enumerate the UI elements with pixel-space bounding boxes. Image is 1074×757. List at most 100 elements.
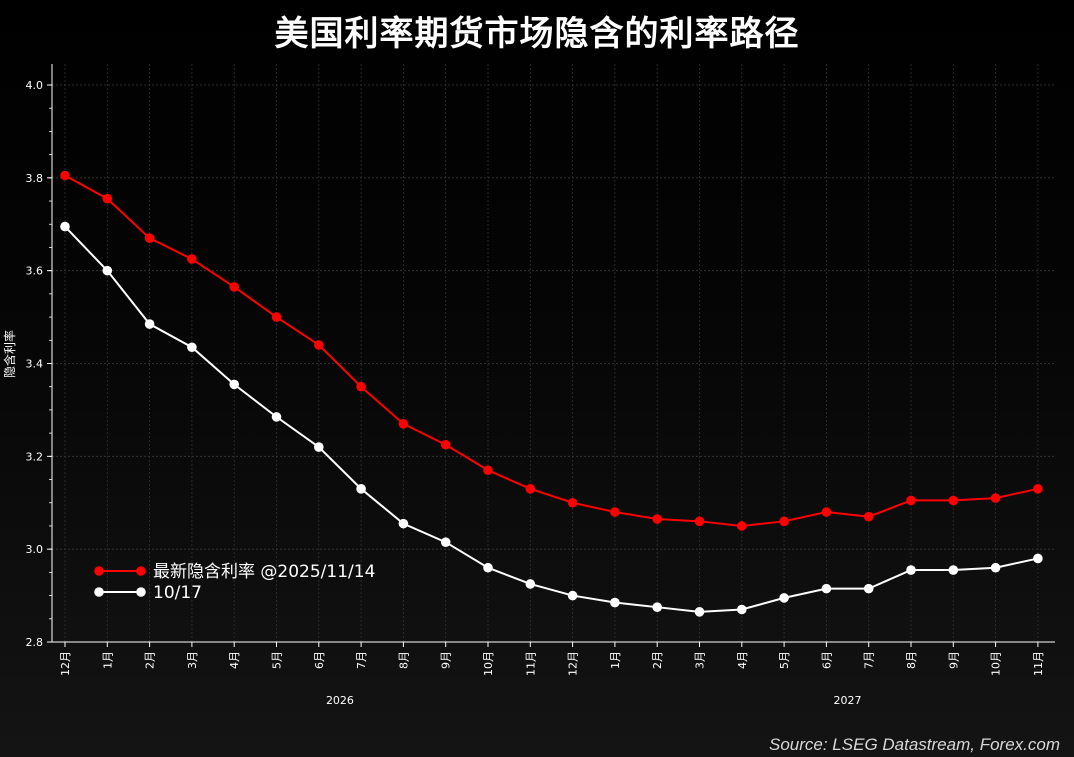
data-point xyxy=(356,381,366,392)
legend-marker xyxy=(136,566,146,576)
year-label: 2027 xyxy=(834,694,862,707)
series-line xyxy=(64,174,1039,527)
data-point xyxy=(314,340,324,350)
x-tick-label: 12月 xyxy=(59,651,72,676)
data-point xyxy=(483,465,493,476)
x-tick-label: 8月 xyxy=(905,651,918,669)
series-line xyxy=(64,225,1039,613)
data-point xyxy=(610,597,620,608)
x-tick-label: 11月 xyxy=(1032,651,1045,676)
x-tick-label: 4月 xyxy=(228,651,241,669)
data-point xyxy=(652,602,662,612)
data-point xyxy=(440,439,451,450)
legend-marker xyxy=(94,587,104,597)
x-tick-label: 5月 xyxy=(271,651,284,669)
legend-marker xyxy=(136,587,146,597)
x-tick-label: 5月 xyxy=(778,651,791,669)
data-point xyxy=(1033,553,1043,564)
data-point xyxy=(144,233,155,243)
data-point xyxy=(102,193,113,204)
y-tick-label: 2.8 xyxy=(26,636,44,649)
data-point xyxy=(102,265,113,276)
data-point xyxy=(229,282,239,292)
data-point xyxy=(525,484,536,494)
x-tick-label: 11月 xyxy=(524,651,537,676)
data-point xyxy=(398,419,409,429)
x-tick-label: 1月 xyxy=(101,651,114,669)
data-point xyxy=(440,537,451,548)
data-point xyxy=(567,497,578,508)
axes xyxy=(51,64,1055,643)
data-point xyxy=(60,170,70,181)
data-point xyxy=(1033,484,1043,494)
y-ticks: 2.8 3.0 3.2 3.4 3.6 3.8 4.0 xyxy=(26,79,52,649)
x-tick-label: 3月 xyxy=(694,651,707,669)
data-point xyxy=(737,604,747,615)
data-point xyxy=(906,565,916,575)
data-point xyxy=(737,521,747,531)
y-axis-label: 隐含利率 xyxy=(2,330,17,378)
x-tick-label: 10月 xyxy=(990,651,1003,676)
x-tick-label: 1月 xyxy=(609,651,622,669)
y-tick-label: 3.2 xyxy=(26,450,44,463)
data-point xyxy=(906,495,916,506)
data-point xyxy=(60,221,70,232)
data-point xyxy=(356,484,366,494)
data-point xyxy=(187,342,197,353)
data-point xyxy=(314,442,324,452)
data-point xyxy=(990,562,1001,573)
x-tick-label: 7月 xyxy=(355,651,368,669)
data-point xyxy=(610,507,620,517)
chart-title: 美国利率期货市场隐含的利率路径 xyxy=(274,14,800,54)
legend-marker xyxy=(94,566,104,576)
data-point xyxy=(948,565,959,575)
series-1 xyxy=(60,221,1043,617)
x-tick-label: 6月 xyxy=(820,651,833,669)
data-point xyxy=(779,593,789,603)
year-label: 2026 xyxy=(326,694,354,707)
y-tick-label: 3.6 xyxy=(26,265,44,278)
x-tick-label: 9月 xyxy=(440,651,453,669)
data-point xyxy=(271,312,282,322)
x-tick-label: 7月 xyxy=(863,651,876,669)
data-point xyxy=(779,516,789,527)
data-point xyxy=(525,579,536,589)
data-point xyxy=(948,495,959,506)
data-point xyxy=(567,590,578,601)
x-tick-label: 6月 xyxy=(313,651,326,669)
y-tick-label: 3.4 xyxy=(26,358,44,371)
y-tick-label: 3.8 xyxy=(26,172,44,185)
x-tick-label: 3月 xyxy=(186,651,199,669)
source-note: Source: LSEG Datastream, Forex.com xyxy=(769,735,1060,754)
data-point xyxy=(694,516,705,527)
x-ticks: 12月 1月 2月 3月 4月 5月 6月 7月 8月 9月 10月 11月 12月 1月 2月 3月 4月 5月… xyxy=(59,642,1045,676)
data-point xyxy=(483,562,493,573)
legend-label: 10/17 xyxy=(153,583,202,603)
x-tick-label: 2月 xyxy=(651,651,664,669)
legend-label: 最新隐含利率 @2025/11/14 xyxy=(153,562,375,582)
data-point xyxy=(271,412,282,422)
grid-lines xyxy=(52,64,1055,643)
data-point xyxy=(652,514,662,524)
y-tick-label: 4.0 xyxy=(26,79,44,92)
data-point xyxy=(144,319,155,329)
data-point xyxy=(863,583,874,594)
data-point xyxy=(990,493,1001,503)
data-point xyxy=(863,511,874,522)
data-point xyxy=(187,254,197,264)
legend-item: 最新隐含利率 @2025/11/14 xyxy=(94,562,375,582)
x-tick-label: 8月 xyxy=(397,651,410,669)
data-point xyxy=(398,518,409,529)
x-tick-label: 2月 xyxy=(144,651,157,669)
data-point xyxy=(821,583,832,594)
data-point xyxy=(229,379,239,390)
x-tick-label: 10月 xyxy=(482,651,495,676)
year-labels: 2026 2027 xyxy=(326,694,862,707)
x-tick-label: 12月 xyxy=(567,651,580,676)
x-tick-label: 9月 xyxy=(947,651,960,669)
data-point xyxy=(694,607,705,617)
legend-item: 10/17 xyxy=(94,583,202,603)
y-tick-label: 3.0 xyxy=(26,543,44,556)
